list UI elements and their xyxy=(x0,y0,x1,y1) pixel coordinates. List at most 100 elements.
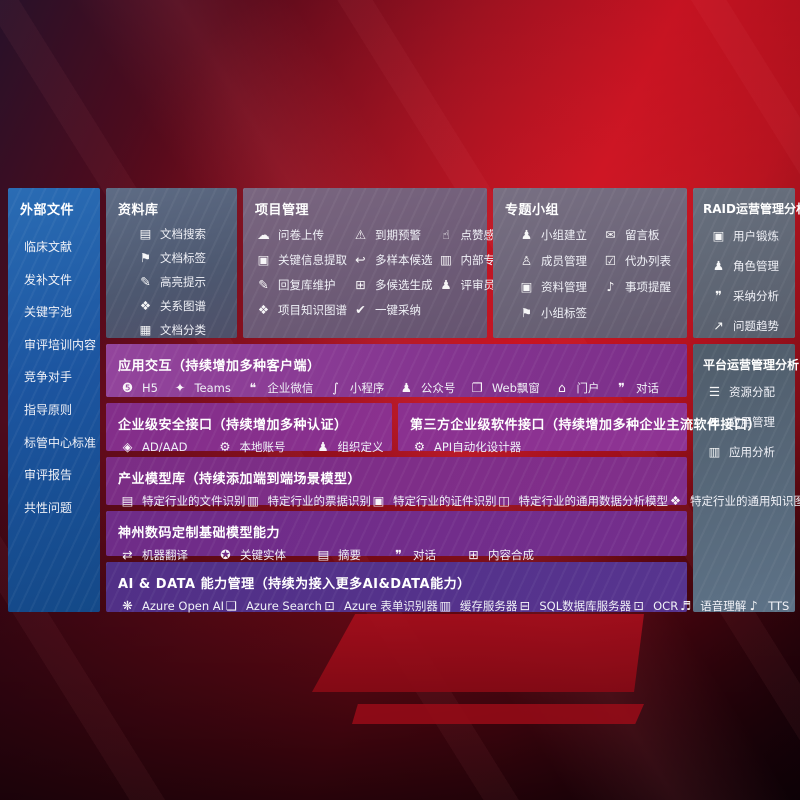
background-red-shape xyxy=(312,614,644,692)
item-label: 特定行业的证件识别 xyxy=(393,494,497,508)
item-dialogue: ❞ 对话 xyxy=(614,381,659,396)
item-miniprogram: ∫ 小程序 xyxy=(328,381,385,396)
item-label: AD/AAD xyxy=(142,440,188,454)
item-label: 文档搜索 xyxy=(160,227,206,241)
sidebar-item-standards-center: 标管中心标准 xyxy=(24,435,97,452)
pen-icon: ✎ xyxy=(258,277,269,293)
tag-icon: ⚑ xyxy=(520,305,533,321)
speech-icon: ♬ xyxy=(680,598,692,614)
item-label: 资源分配 xyxy=(729,385,775,399)
box-icon: ▣ xyxy=(520,279,533,295)
item-due-alert: ⚠ 到期预警 xyxy=(353,228,433,243)
person-icon: ♟ xyxy=(440,277,452,293)
item-label: Teams xyxy=(194,381,231,395)
item-label: 项目知识图谱 xyxy=(278,302,347,317)
item-local-account: ⚙ 本地账号 xyxy=(218,440,285,455)
foundation-model-band: 神州数码定制基础模型能力 ⇄ 机器翻译 ✪ 关键实体 ▤ 摘要 ❞ 对话 ⊞ 内容合成 xyxy=(106,511,687,562)
item-label: 文档分类 xyxy=(160,322,206,337)
tag-icon: ⚑ xyxy=(139,250,152,266)
industry-row: ▤ 特定行业的文件识别 ▥ 特定行业的票据识别 ▣ 特定行业的证件识别 ◫ 特定行业的通… xyxy=(106,487,800,509)
doc-search-icon: ▤ xyxy=(139,226,152,242)
item-azure-openai: ❋ Azure Open AI xyxy=(120,599,224,614)
topic-groups-panel: 专题小组 ♟ 小组建立 ♙ 成员管理 ▣ 资料管理 ⚑ 小组标签 ✉ 留言板 ☑ 代办列表 … xyxy=(493,188,687,338)
portal-icon: ⌂ xyxy=(557,380,566,396)
highlighter-icon: ✎ xyxy=(140,274,151,290)
item-label: 公众号 xyxy=(420,381,456,395)
bell-icon: ♪ xyxy=(606,279,615,295)
people-icon: ♟ xyxy=(712,258,725,274)
item-label: 共性问题 xyxy=(24,500,73,515)
data-model-icon: ◫ xyxy=(498,493,510,509)
person-add-icon: ♙ xyxy=(520,253,533,269)
industry-model-band: 产业模型库（持续添加端到端场景模型） ▤ 特定行业的文件识别 ▥ 特定行业的票据识别… xyxy=(106,457,800,508)
panel-title: 平台运营管理分析 xyxy=(703,358,800,372)
item-one-click-adopt: ✔ 一键采纳 xyxy=(353,303,433,318)
item-label: 资料管理 xyxy=(541,279,587,294)
item-h5: ❺ H5 xyxy=(120,381,158,396)
item-label: 标管中心标准 xyxy=(24,435,97,450)
item-label: 缓存服务器 xyxy=(459,599,518,613)
org-people-icon: ♟ xyxy=(317,439,329,455)
item-ocr: ⊡ OCR xyxy=(631,599,678,614)
thirdparty-row: ⚙ API自动化设计器 xyxy=(398,433,687,455)
item-highlight: ✎ 高亮提示 xyxy=(138,275,233,290)
thirdparty-interface-band: 第三方企业级软件接口（持续增加多种企业主流软件接口） ⚙ API自动化设计器 xyxy=(398,403,761,454)
item-dialogue: ❞ 对话 xyxy=(391,548,436,563)
band-title: 产业模型库（持续添加端到端场景模型） xyxy=(118,472,362,487)
item-label: 关键实体 xyxy=(240,548,286,562)
item-role-manage: ♟ 角色管理 xyxy=(711,259,793,274)
band-title: 神州数码定制基础模型能力 xyxy=(118,526,281,541)
groups-grid: ♟ 小组建立 ♙ 成员管理 ▣ 资料管理 ⚑ 小组标签 ✉ 留言板 ☑ 代办列表 ♪ 事项提醒 xyxy=(493,218,687,321)
item-label: 小程序 xyxy=(349,381,385,395)
external-files-panel: 外部文件 临床文献 发补文件 关键字池 审评培训内容 竞争对手 指导原则 标管中… xyxy=(8,188,100,612)
item-label: 多候选生成 xyxy=(375,277,433,292)
item-label: 小组建立 xyxy=(541,228,587,242)
database-icon: ⊟ xyxy=(519,598,531,614)
item-summary: ▤ 摘要 xyxy=(316,548,361,563)
item-label: 关键字池 xyxy=(24,305,73,320)
item-label: 特定行业的文件识别 xyxy=(142,494,246,508)
item-industry-receipt-recog: ▥ 特定行业的票据识别 xyxy=(246,494,371,509)
item-multi-candidate-generate: ⊞ 多候选生成 xyxy=(353,277,433,293)
apps-icon: ⊞ xyxy=(709,414,720,430)
item-azure-search: ❏ Azure Search xyxy=(224,599,322,614)
item-label: 摘要 xyxy=(338,548,361,562)
background-red-bar xyxy=(352,704,644,724)
item-app-analysis: ▥ 应用分析 xyxy=(707,445,793,460)
item-label: 指导原则 xyxy=(24,402,73,417)
item-cache-server: ▥ 缓存服务器 xyxy=(438,599,518,614)
id-card-icon: ▣ xyxy=(712,228,725,244)
item-industry-kg-model: ❖ 特定行业的通用知识图谱模型 xyxy=(668,494,800,509)
item-user-training: ▣ 用户锻炼 xyxy=(711,229,793,244)
entity-shield-icon: ✪ xyxy=(220,547,231,563)
panel-title: 项目管理 xyxy=(255,203,310,218)
item-label: 多样本候选 xyxy=(375,252,433,267)
sidebar-item-clinical-literature: 临床文献 xyxy=(24,240,94,256)
item-web-popup: ❐ Web飘窗 xyxy=(470,381,540,396)
official-account-icon: ♟ xyxy=(400,380,412,396)
panel-title: 外部文件 xyxy=(20,203,75,218)
item-label: 回复库维护 xyxy=(278,277,336,292)
item-label: 角色管理 xyxy=(733,258,779,273)
item-label: 问题趋势 xyxy=(733,318,779,333)
item-label: 小组标签 xyxy=(541,305,587,320)
app-interaction-band: 应用交互（持续增加多种客户端） ❺ H5 ✦ Teams ❝ 企业微信 ∫ 小程序 ♟ 公… xyxy=(106,344,687,397)
raid-list: ▣ 用户锻炼 ♟ 角色管理 ❞ 采纳分析 ↗ 问题趋势 xyxy=(693,217,795,334)
item-label: 语音理解 xyxy=(700,599,747,613)
azure-ad-icon: ◈ xyxy=(122,439,133,455)
item-content-synthesis: ⊞ 内容合成 xyxy=(466,548,534,563)
item-machine-translation: ⇄ 机器翻译 xyxy=(120,548,188,563)
docs-icon: ▦ xyxy=(139,321,152,337)
item-label: 应用分析 xyxy=(729,444,775,459)
item-label: 一键采纳 xyxy=(375,302,421,317)
ai-data-band: AI & DATA 能力管理（持续为接入更多AI&DATA能力） ❋ Azure … xyxy=(106,562,789,614)
browser-window-icon: ❐ xyxy=(471,380,483,396)
item-label: 高亮提示 xyxy=(160,274,206,289)
security-row: ◈ AD/AAD ⚙ 本地账号 ♟ 组织定义 xyxy=(106,433,392,455)
item-app-manage: ⊞ 应用管理 xyxy=(707,415,793,430)
doc-icon: ▤ xyxy=(317,547,330,563)
item-label: 关系图谱 xyxy=(160,298,206,313)
item-reminders: ♪ 事项提醒 xyxy=(603,280,683,295)
reply-arrow-icon: ↩ xyxy=(355,252,366,268)
item-doc-tags: ⚑ 文档标签 xyxy=(138,251,233,266)
